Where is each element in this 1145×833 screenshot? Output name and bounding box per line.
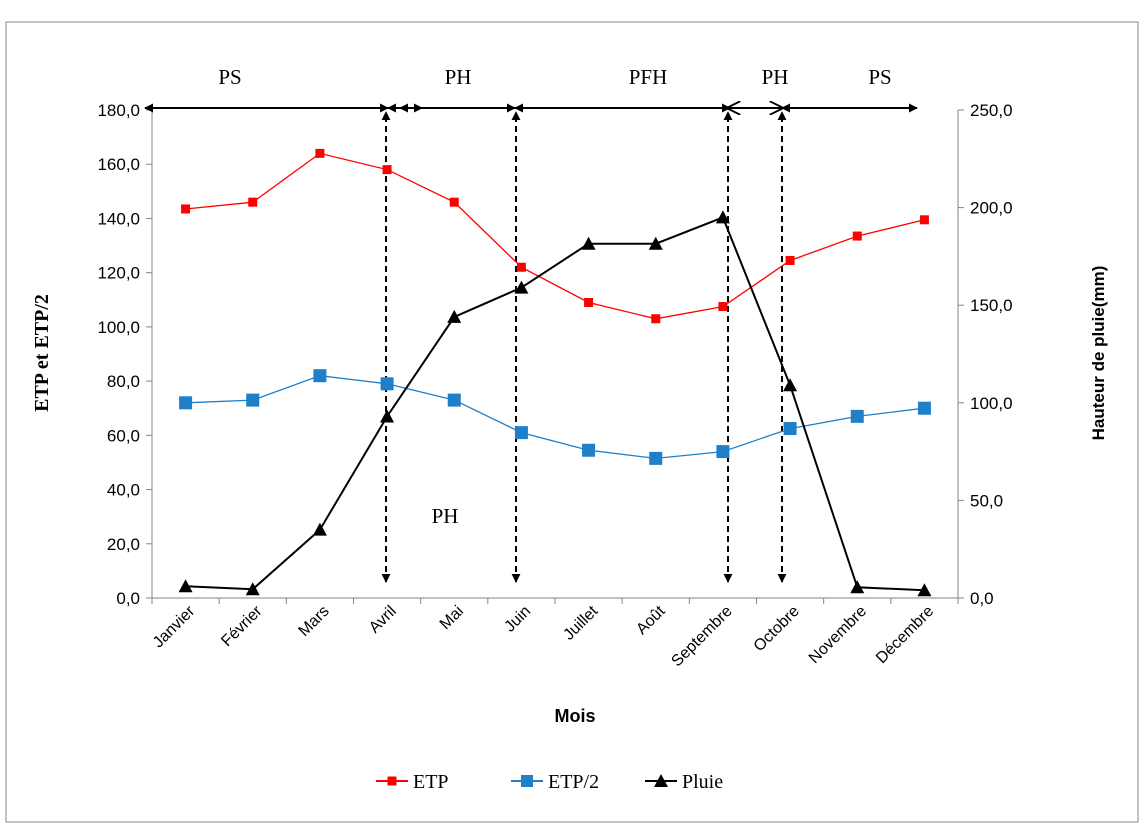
period-annotations: PS PH PFH PH PS PH — [144, 65, 918, 583]
legend-marker — [387, 776, 397, 786]
period-label: PS — [218, 65, 241, 89]
legend-marker — [654, 774, 668, 787]
data-point — [783, 422, 797, 436]
data-point — [246, 393, 260, 407]
y-tick-label: 0,0 — [116, 589, 140, 608]
y-tick-label: 60,0 — [107, 426, 140, 445]
y2-tick-label: 150,0 — [970, 296, 1013, 315]
y2-tick-label: 100,0 — [970, 394, 1013, 413]
y2-tick-label: 0,0 — [970, 589, 994, 608]
period-label: PS — [868, 65, 891, 89]
data-point — [648, 236, 663, 250]
data-point — [248, 197, 258, 207]
data-point — [582, 443, 596, 457]
data-point — [514, 426, 528, 440]
legend-label: ETP/2 — [548, 771, 599, 793]
legend-label: Pluie — [682, 771, 723, 793]
data-point — [715, 210, 730, 224]
data-point — [581, 236, 596, 250]
period-label: PH — [762, 65, 789, 89]
y2-tick-label: 250,0 — [970, 101, 1013, 120]
y-tick-label: 180,0 — [97, 101, 140, 120]
data-point — [447, 309, 462, 323]
y2-tick-label: 200,0 — [970, 199, 1013, 218]
data-point — [919, 215, 929, 225]
data-point — [315, 148, 325, 158]
series-layer — [178, 148, 932, 597]
data-point — [852, 231, 862, 241]
y-tick-label: 140,0 — [97, 209, 140, 228]
data-point — [447, 393, 461, 407]
data-point — [649, 451, 663, 465]
data-point — [514, 280, 529, 294]
data-point — [313, 369, 327, 383]
series-line — [185, 375, 925, 460]
data-point — [245, 582, 260, 596]
legend-marker — [521, 775, 533, 787]
data-point — [179, 396, 193, 410]
y2-tick-label: 50,0 — [970, 491, 1003, 510]
data-point — [651, 314, 661, 324]
data-point — [917, 401, 931, 415]
legend: ETP ETP/2 Pluie — [376, 771, 723, 793]
period-label: PH — [432, 504, 459, 528]
y-tick-label: 20,0 — [107, 535, 140, 554]
y-tick-label: 100,0 — [97, 318, 140, 337]
data-point — [449, 197, 459, 207]
y-tick-label: 80,0 — [107, 372, 140, 391]
period-label: PH — [445, 65, 472, 89]
series-line — [185, 216, 925, 592]
y-tick-label: 160,0 — [97, 155, 140, 174]
data-point — [917, 583, 932, 597]
legend-label: ETP — [413, 771, 449, 793]
data-point — [516, 262, 526, 272]
data-point — [584, 297, 594, 307]
data-point — [382, 165, 392, 175]
data-point — [380, 409, 395, 423]
y2-axis-title: Hauteur de pluie(mm) — [1089, 266, 1108, 441]
period-label: PFH — [629, 65, 668, 89]
data-point — [785, 255, 795, 265]
x-axis-title: Mois — [554, 706, 595, 726]
y-tick-label: 40,0 — [107, 481, 140, 500]
data-point — [181, 204, 191, 214]
series-line — [185, 152, 925, 320]
y-axis-title: ETP et ETP/2 — [31, 294, 53, 412]
chart-frame — [5, 21, 1139, 823]
data-point — [850, 409, 864, 423]
data-point — [783, 378, 798, 392]
data-point — [718, 302, 728, 312]
data-point — [178, 579, 193, 593]
data-point — [312, 522, 327, 536]
data-point — [850, 580, 865, 594]
y-tick-label: 120,0 — [97, 264, 140, 283]
data-point — [380, 377, 394, 391]
data-point — [716, 445, 730, 459]
